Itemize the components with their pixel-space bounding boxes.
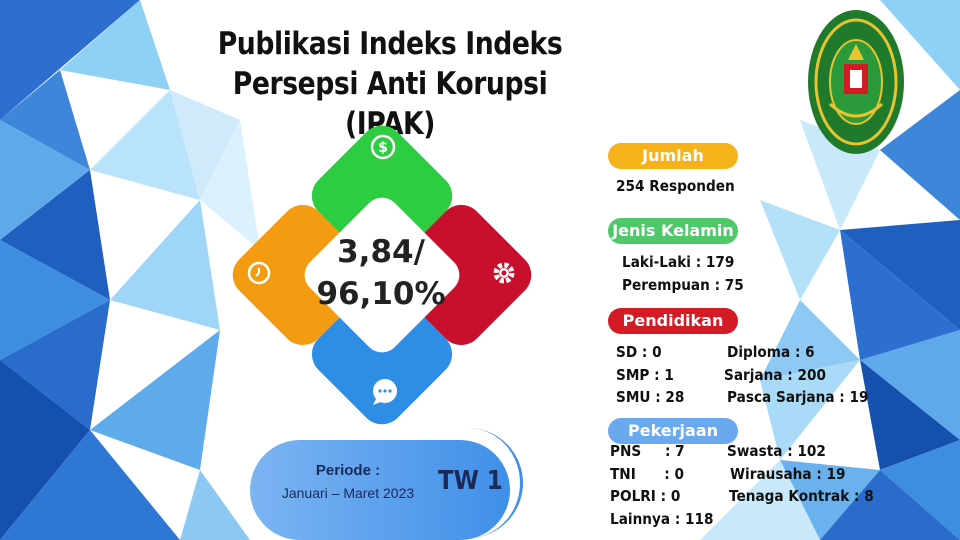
period-label: Periode : xyxy=(315,462,381,479)
page-title: Publikasi Indeks Indeks Persepsi Anti Ko… xyxy=(184,24,597,144)
score-diamond: $ xyxy=(232,125,532,425)
score-line-2: 96,10% xyxy=(316,276,446,312)
gender-female: Perempuan : 75 xyxy=(622,276,744,294)
clock-icon xyxy=(247,261,271,285)
pill-jumlah: Jumlah xyxy=(608,143,738,169)
dollar-icon: $ xyxy=(370,134,396,160)
jumlah-value: 254 Responden xyxy=(616,177,735,195)
svg-text:$: $ xyxy=(378,140,388,156)
score-value: 3,84/ 96,10% xyxy=(296,231,466,315)
job-tni: TNI : 0 xyxy=(610,465,684,483)
edu-smu: SMU : 28 xyxy=(616,388,685,406)
title-line-1: Publikasi Indeks Indeks xyxy=(217,26,563,62)
edu-sarjana: Sarjana : 200 xyxy=(724,366,826,384)
pill-pekerjaan: Pekerjaan xyxy=(608,418,738,444)
job-swasta: Swasta : 102 xyxy=(727,442,826,460)
job-polri: POLRI : 0 xyxy=(610,487,681,505)
court-emblem-logo xyxy=(808,10,904,154)
period-range: Januari – Maret 2023 xyxy=(281,485,415,501)
title-line-2: Persepsi Anti Korupsi (IPAK) xyxy=(232,66,548,142)
gender-male: Laki-Laki : 179 xyxy=(622,253,735,271)
edu-diploma: Diploma : 6 xyxy=(727,343,815,361)
job-tenaga-kontrak: Tenaga Kontrak : 8 xyxy=(729,487,874,505)
pill-pendidikan: Pendidikan xyxy=(608,308,738,334)
job-lainnya: Lainnya : 118 xyxy=(610,510,714,528)
pill-jenis-kelamin: Jenis Kelamin xyxy=(608,218,738,244)
period-box xyxy=(250,440,510,540)
period-text: Periode : Januari – Maret 2023 xyxy=(260,462,436,501)
score-line-1: 3,84/ xyxy=(337,234,425,270)
chat-icon xyxy=(373,379,397,405)
period-arc xyxy=(440,428,523,538)
period-quarter: TW 1 xyxy=(438,466,503,496)
edu-smp: SMP : 1 xyxy=(616,366,674,384)
edu-sd: SD : 0 xyxy=(616,343,662,361)
job-wirausaha: Wirausaha : 19 xyxy=(730,465,846,483)
job-pns: PNS : 7 xyxy=(610,442,685,460)
edu-pasca-sarjana: Pasca Sarjana : 19 xyxy=(727,388,869,406)
gear-icon xyxy=(493,262,515,284)
